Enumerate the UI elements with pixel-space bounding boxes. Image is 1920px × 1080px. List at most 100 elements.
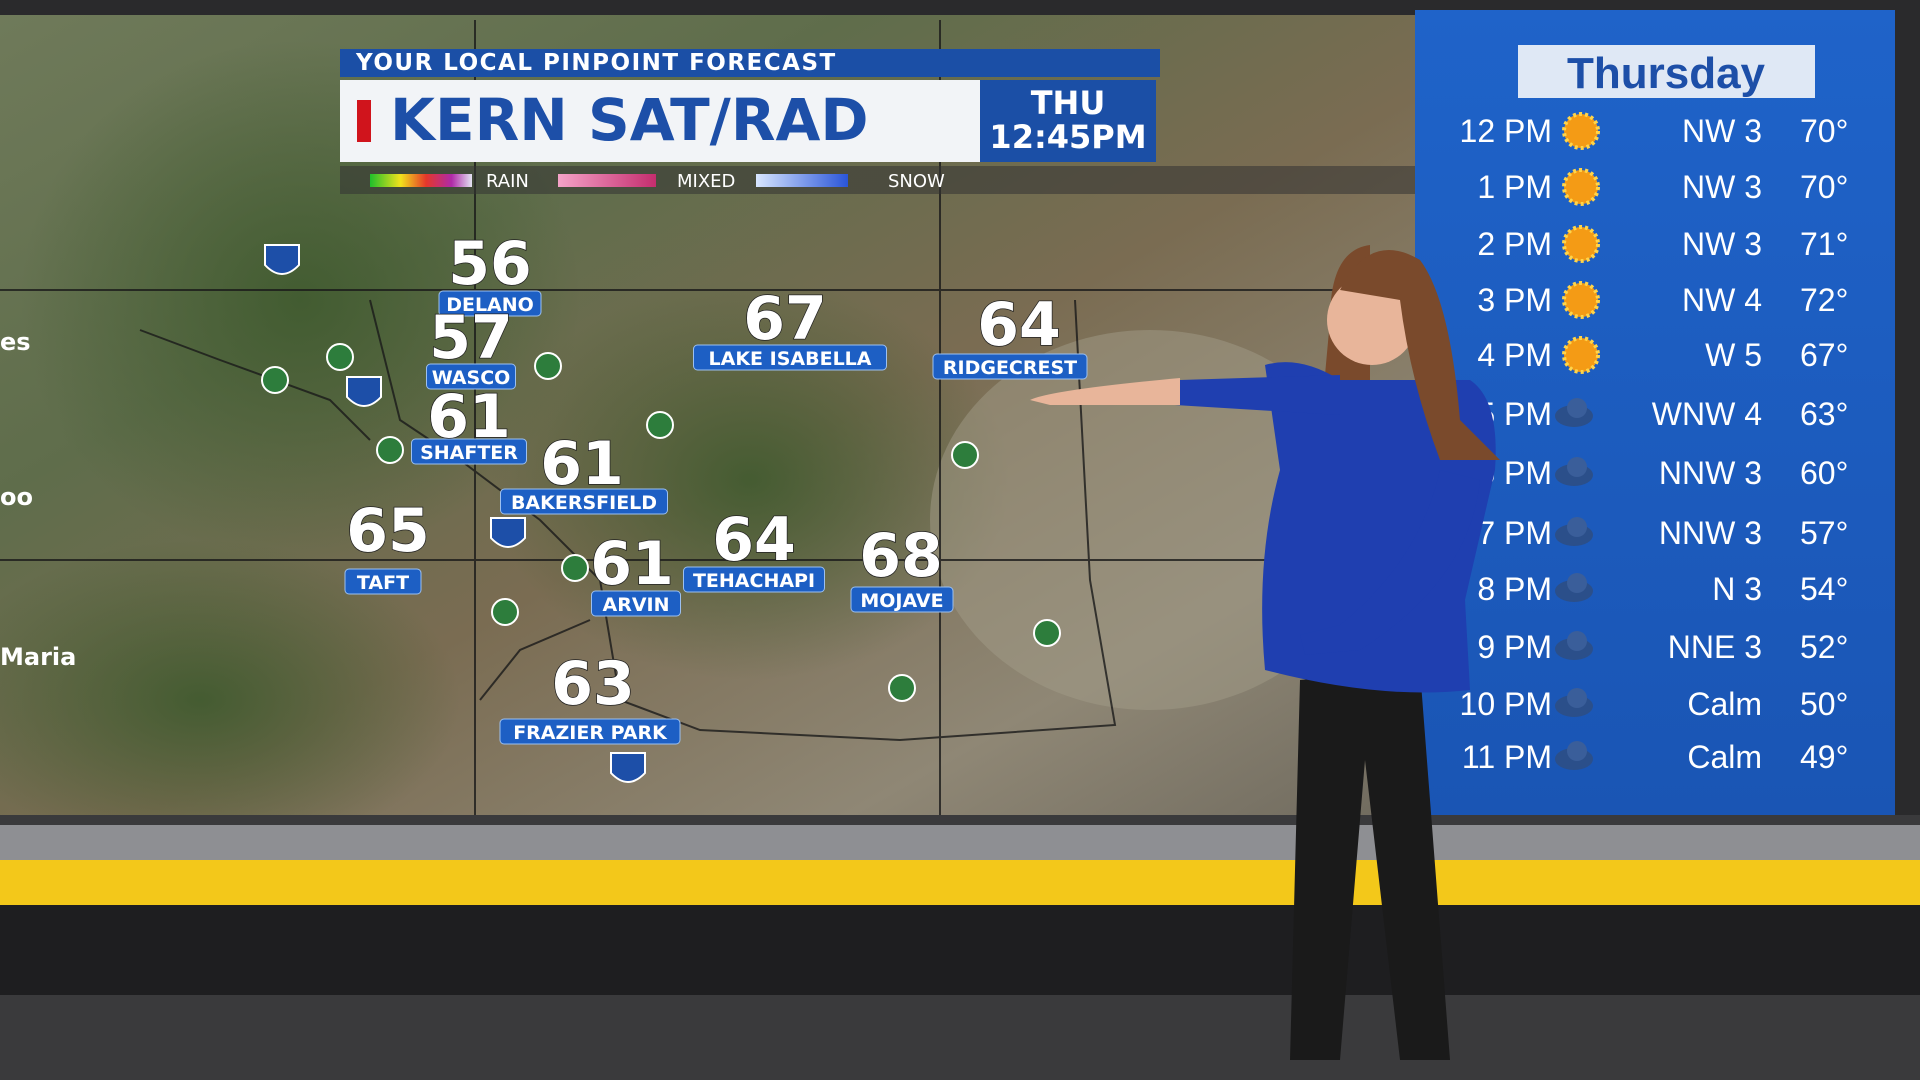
sun-icon [1562,281,1600,319]
presenter [1030,245,1500,1060]
mixed-swatch [558,174,656,187]
edge-label: es [0,328,31,356]
city-name: TAFT [357,572,409,594]
wind: NW 3 [1682,169,1762,205]
highway-shields [261,244,1061,783]
hour: 2 PM [1477,226,1552,262]
time: 12:45PM [989,118,1146,156]
night-icon [1567,688,1587,708]
sun-icon [1562,336,1600,374]
wind: Calm [1687,686,1762,722]
title-accent [357,100,371,142]
hour-temp: 57° [1800,515,1848,551]
day-box [1518,45,1815,98]
city-name: DELANO [446,294,534,316]
hour: 1 PM [1477,169,1552,205]
kicker-bar [340,49,1160,77]
city-label-box [500,488,668,515]
city-temp: 65 [346,496,430,566]
wind: N 3 [1712,571,1762,607]
city-label-box [499,718,681,745]
night-icon [1567,517,1587,537]
kicker: YOUR LOCAL PINPOINT FORECAST [355,50,837,76]
forecast-day: Thursday [1567,49,1766,98]
wind: NNE 3 [1668,629,1762,665]
night-icon [1567,457,1587,477]
terrain [930,330,1370,710]
hour: 11 PM [1462,739,1552,775]
forecast-panel [1415,10,1895,815]
city-label-box [932,353,1088,380]
city-temp: 64 [712,505,796,575]
city-label-box [426,363,516,390]
city-temp: 68 [859,521,943,591]
city-temp: 61 [540,429,624,499]
city-temp: 57 [429,303,513,373]
edge-label: Maria [0,643,76,671]
legend-rain: RAIN [486,171,529,192]
hour: 3 PM [1477,282,1552,318]
hour: 8 PM [1477,571,1552,607]
terrain [0,540,460,860]
city-name: SHAFTER [420,442,518,464]
edge-label: oo [0,483,33,511]
sun-icon [1562,225,1600,263]
hour-temp: 70° [1800,169,1848,205]
night-icon [1567,631,1587,651]
night-icon [1567,741,1587,761]
wind: Calm [1687,739,1762,775]
city-name: BAKERSFIELD [511,492,657,514]
city-name: WASCO [432,367,511,389]
legend-mixed: MIXED [677,171,735,192]
hour-temp: 49° [1800,739,1848,775]
wind: NW 4 [1682,282,1762,318]
city-name: LAKE ISABELLA [709,348,872,370]
city-temp: 67 [743,284,827,354]
hour-temp: 63° [1800,396,1848,432]
legend-bar [340,166,1415,194]
city-label-box [850,586,954,613]
city-name: MOJAVE [860,590,943,612]
hour: 4 PM [1477,337,1552,373]
title-box [340,80,980,162]
city-label-box [438,290,542,317]
city-name: ARVIN [602,594,669,616]
hour: 7 PM [1477,515,1552,551]
time-box [980,80,1156,162]
hour-temp: 72° [1800,282,1848,318]
wind: NNW 3 [1659,455,1762,491]
snow-swatch [756,174,848,187]
desk-front [0,905,1920,995]
hour: 12 PM [1460,113,1552,149]
city-temp: 64 [977,290,1061,360]
wind: NW 3 [1682,226,1762,262]
city-label-box [411,438,527,465]
city-label-box [693,344,887,371]
hour-temp: 54° [1800,571,1848,607]
city-label-box [683,566,825,593]
hour-temp: 50° [1800,686,1848,722]
city-temp: 61 [590,529,674,599]
hour-temp: 67° [1800,337,1848,373]
night-icon [1567,573,1587,593]
city-name: TEHACHAPI [693,570,815,592]
city-label-box [344,568,422,595]
forecast-rows: 12 PM NW 3 70° 1 PM NW 3 70° 2 PM NW 3 71° 3 PM NW… [1460,112,1848,775]
legend-snow: SNOW [888,171,945,192]
hour-temp: 60° [1800,455,1848,491]
day: THU [1031,84,1106,122]
rain-swatch [370,174,472,187]
terrain [490,280,1010,680]
cities: DELANO56WASCO57SHAFTER61BAKERSFIELD61TAF… [344,228,1088,745]
hour-temp: 71° [1800,226,1848,262]
night-icon [1567,398,1587,418]
sun-icon [1562,168,1600,206]
edge-labels: es oo Maria [0,328,76,671]
wind: NW 3 [1682,113,1762,149]
hour: 9 PM [1477,629,1552,665]
city-name: RIDGECREST [943,357,1077,379]
wind: WNW 4 [1652,396,1762,432]
city-temp: 56 [448,229,532,299]
